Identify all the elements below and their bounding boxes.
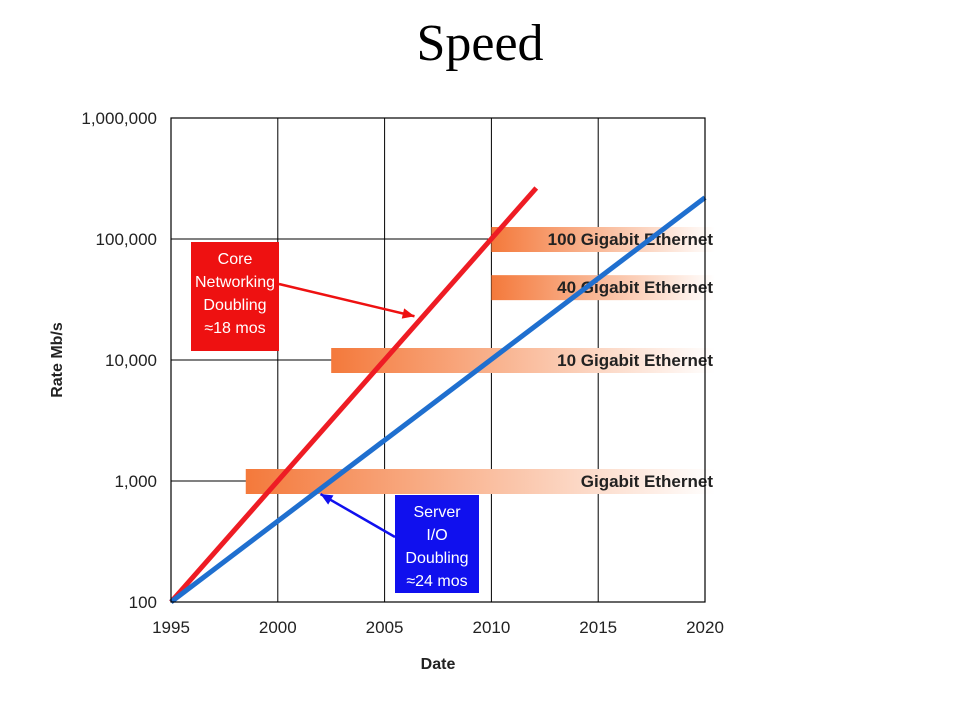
ethernet-bar-label: 10 Gigabit Ethernet bbox=[557, 351, 713, 370]
annotation-text: Doubling bbox=[203, 297, 266, 314]
annotations: Core Networking Doubling ≈18 mos Server I/O Do… bbox=[191, 242, 479, 593]
series-line bbox=[169, 186, 539, 604]
x-tick-label: 2020 bbox=[686, 618, 724, 637]
ethernet-bar bbox=[491, 275, 715, 301]
plot-frame bbox=[170, 117, 706, 603]
y-axis-label: Rate Mb/s bbox=[49, 322, 66, 398]
tick-labels: 1995 2000 2005 2010 2015 2020 100 1,000 10,000 10… bbox=[81, 109, 724, 637]
annotation-box bbox=[191, 242, 279, 351]
annotation-text: ≈18 mos bbox=[204, 320, 265, 337]
ethernet-bar bbox=[491, 227, 715, 252]
annotation-arrow bbox=[319, 492, 396, 539]
x-tick-label: 2010 bbox=[472, 618, 510, 637]
annotation-text: Networking bbox=[195, 274, 275, 291]
x-tick-label: 2000 bbox=[259, 618, 297, 637]
annotation-arrow bbox=[278, 282, 415, 318]
page-title: Speed bbox=[416, 15, 544, 72]
x-tick-label: 2005 bbox=[366, 618, 404, 637]
x-axis-label: Date bbox=[421, 656, 456, 673]
ethernet-bar bbox=[245, 469, 715, 494]
y-tick-label: 10,000 bbox=[105, 351, 157, 370]
arrowhead-icon bbox=[320, 494, 334, 505]
annotation-text: ≈24 mos bbox=[406, 573, 467, 590]
arrowhead-icon bbox=[401, 308, 415, 319]
y-tick-label: 100 bbox=[129, 593, 157, 612]
y-tick-label: 1,000 bbox=[114, 472, 157, 491]
series-line bbox=[169, 195, 707, 604]
y-tick-label: 1,000,000 bbox=[81, 109, 157, 128]
annotation-text: Doubling bbox=[405, 550, 468, 567]
ethernet-bar-label: 100 Gigabit Ethernet bbox=[548, 230, 714, 249]
annotation-text: Core bbox=[218, 251, 253, 268]
annotation-text: I/O bbox=[426, 527, 447, 544]
ethernet-bar-label: Gigabit Ethernet bbox=[581, 472, 714, 491]
ethernet-bar bbox=[331, 348, 715, 373]
x-tick-label: 2015 bbox=[579, 618, 617, 637]
series-lines bbox=[169, 186, 707, 604]
y-tick-label: 100,000 bbox=[96, 230, 157, 249]
annotation-text: Server bbox=[413, 504, 461, 521]
x-tick-label: 1995 bbox=[152, 618, 190, 637]
annotation-box bbox=[395, 495, 479, 593]
plot-border bbox=[170, 117, 706, 603]
